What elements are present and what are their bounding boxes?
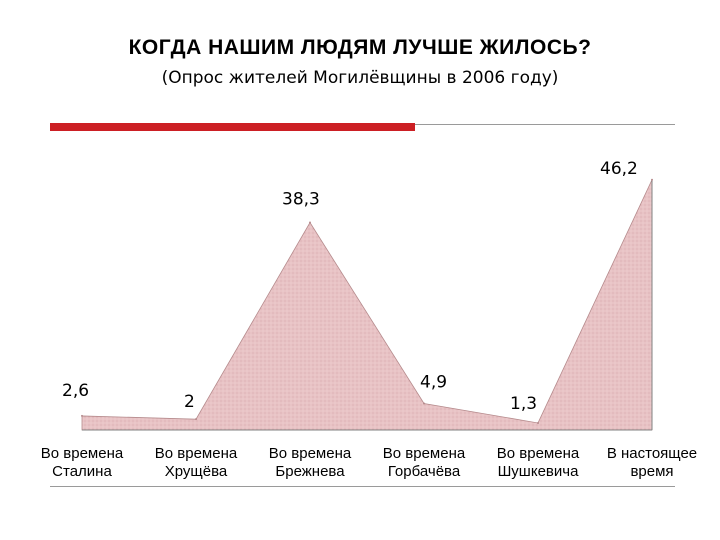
x-tick-label: Хрущёва [165, 463, 228, 480]
data-label: 46,2 [600, 159, 638, 179]
data-point [81, 414, 83, 417]
data-point [651, 178, 653, 181]
data-label: 4,9 [420, 372, 447, 392]
x-tick-label: Во времена [155, 445, 238, 462]
header-accent-bar [50, 123, 415, 131]
chart-title: КОГДА НАШИМ ЛЮДЯМ ЛУЧШЕ ЖИЛОСЬ? [128, 36, 592, 59]
x-tick-label: Во времена [383, 445, 466, 462]
footer-rule [50, 486, 675, 487]
data-point [423, 402, 425, 405]
data-label: 2,6 [62, 381, 89, 401]
x-tick-label: Брежнева [275, 463, 345, 480]
x-tick-label: Во времена [269, 445, 352, 462]
x-tick-label: время [630, 463, 673, 480]
data-point [195, 418, 197, 421]
data-label: 2 [184, 392, 195, 412]
x-tick-label: Во времена [497, 445, 580, 462]
area-series [81, 179, 653, 431]
x-tick-label: Сталина [52, 463, 112, 480]
data-label: 38,3 [282, 190, 320, 210]
chart-subtitle: (Опрос жителей Могилёвщины в 2006 году) [161, 68, 559, 88]
x-tick-label: Горбачёва [388, 463, 461, 480]
x-tick-label: В настоящее [607, 445, 697, 462]
data-point [309, 221, 311, 224]
data-point [537, 421, 539, 424]
x-tick-label: Во времена [41, 445, 124, 462]
x-tick-label: Шушкевича [498, 463, 580, 480]
data-label: 1,3 [510, 394, 537, 414]
